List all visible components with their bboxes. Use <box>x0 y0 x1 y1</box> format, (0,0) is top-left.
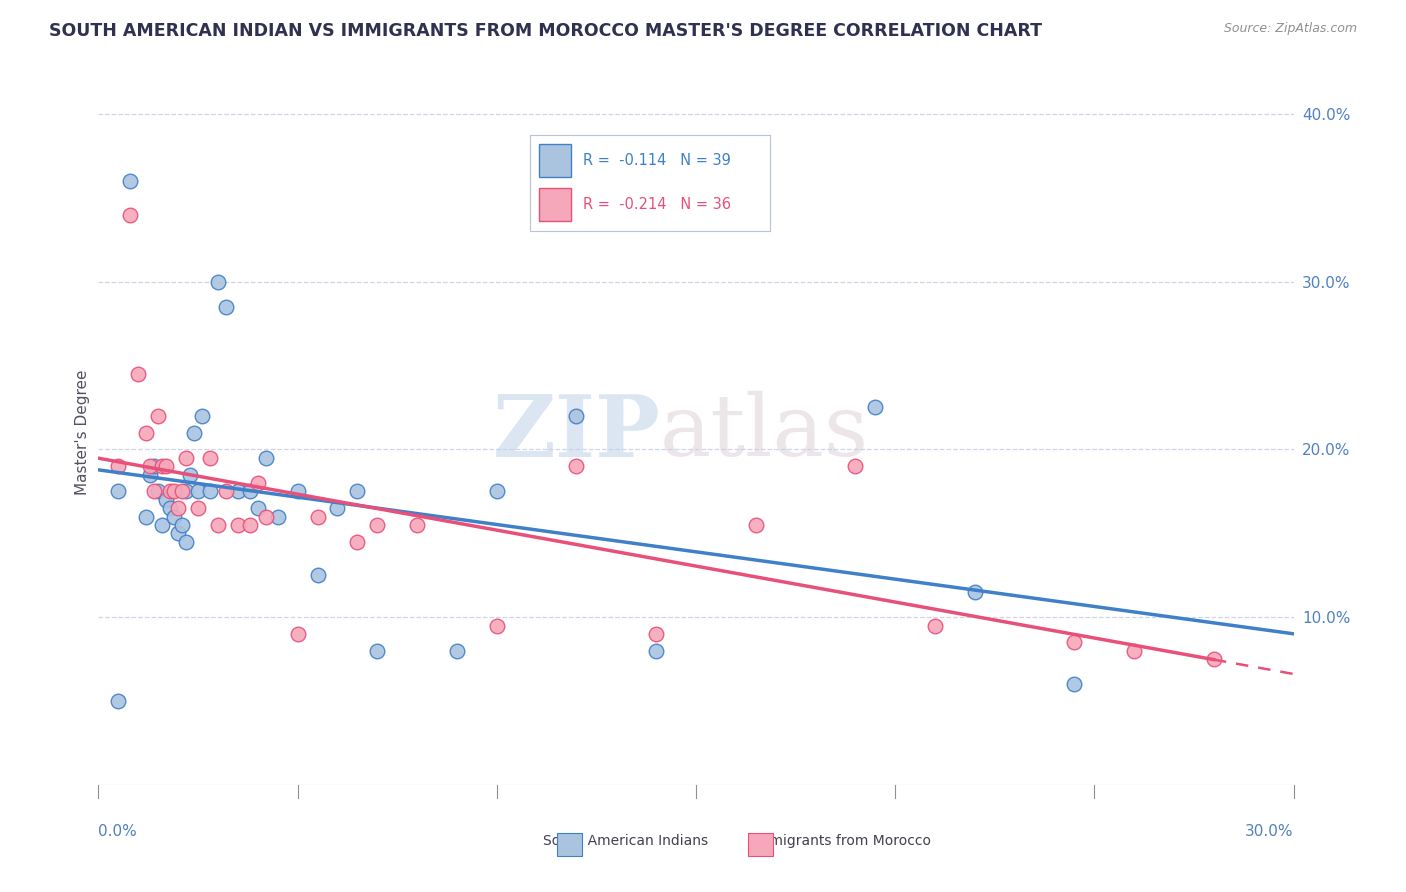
Point <box>167 526 190 541</box>
Point <box>159 484 181 499</box>
Point <box>645 644 668 658</box>
Point <box>346 534 368 549</box>
Point <box>844 459 866 474</box>
Point <box>287 627 309 641</box>
Point <box>346 484 368 499</box>
Point <box>187 484 209 499</box>
Point <box>254 450 277 465</box>
Point <box>1123 644 1146 658</box>
Point <box>107 694 129 708</box>
Point <box>645 627 668 641</box>
Point <box>167 501 190 516</box>
Point <box>366 644 388 658</box>
Text: atlas: atlas <box>661 391 869 475</box>
Point <box>172 517 194 532</box>
Point <box>226 517 249 532</box>
Text: R =  -0.214   N = 36: R = -0.214 N = 36 <box>582 197 731 212</box>
Text: South American Indians: South American Indians <box>543 834 709 848</box>
Point <box>187 501 209 516</box>
Point <box>565 409 588 423</box>
Point <box>150 459 173 474</box>
Point <box>120 174 142 188</box>
Point <box>215 484 238 499</box>
Point <box>307 509 329 524</box>
Point <box>565 459 588 474</box>
Point <box>207 275 229 289</box>
Point <box>406 517 429 532</box>
Point <box>143 459 166 474</box>
Point <box>366 517 388 532</box>
Text: Source: ZipAtlas.com: Source: ZipAtlas.com <box>1223 22 1357 36</box>
Point <box>120 207 142 221</box>
Point <box>179 467 201 482</box>
Point <box>246 501 269 516</box>
Point <box>198 450 221 465</box>
Point <box>107 484 129 499</box>
Y-axis label: Master's Degree: Master's Degree <box>75 370 90 495</box>
Point <box>198 484 221 499</box>
Point <box>155 459 177 474</box>
Point <box>745 517 768 532</box>
Bar <box>540 145 571 177</box>
Point <box>191 409 214 423</box>
Point <box>127 367 149 381</box>
Point <box>239 484 262 499</box>
Point <box>174 484 197 499</box>
Point <box>226 484 249 499</box>
Bar <box>540 188 571 221</box>
Text: ZIP: ZIP <box>492 391 661 475</box>
Point <box>163 509 186 524</box>
Text: 30.0%: 30.0% <box>1246 823 1294 838</box>
Point <box>1063 635 1085 649</box>
Point <box>148 409 170 423</box>
Text: 0.0%: 0.0% <box>98 823 138 838</box>
Text: R =  -0.114   N = 39: R = -0.114 N = 39 <box>582 153 731 168</box>
Point <box>1202 652 1225 666</box>
Point <box>254 509 277 524</box>
Point <box>485 484 508 499</box>
Point <box>246 475 269 490</box>
Point <box>1063 677 1085 691</box>
Text: SOUTH AMERICAN INDIAN VS IMMIGRANTS FROM MOROCCO MASTER'S DEGREE CORRELATION CHA: SOUTH AMERICAN INDIAN VS IMMIGRANTS FROM… <box>49 22 1042 40</box>
Point <box>163 484 186 499</box>
Point <box>207 517 229 532</box>
Point <box>139 459 162 474</box>
Point <box>326 501 349 516</box>
Point <box>485 618 508 632</box>
Point <box>267 509 290 524</box>
Text: Immigrants from Morocco: Immigrants from Morocco <box>752 834 931 848</box>
Point <box>107 459 129 474</box>
Point <box>159 501 181 516</box>
Point <box>174 534 197 549</box>
Point <box>287 484 309 499</box>
Point <box>446 644 468 658</box>
Point <box>865 401 887 415</box>
Point <box>150 517 173 532</box>
Point <box>307 568 329 582</box>
Point <box>143 484 166 499</box>
Point <box>139 467 162 482</box>
Point <box>963 585 986 599</box>
Point <box>172 484 194 499</box>
Point <box>148 484 170 499</box>
Point <box>135 425 157 440</box>
Point <box>174 450 197 465</box>
Point <box>924 618 946 632</box>
Point <box>155 492 177 507</box>
Point <box>183 425 205 440</box>
Point <box>215 300 238 314</box>
Point <box>239 517 262 532</box>
Point <box>135 509 157 524</box>
